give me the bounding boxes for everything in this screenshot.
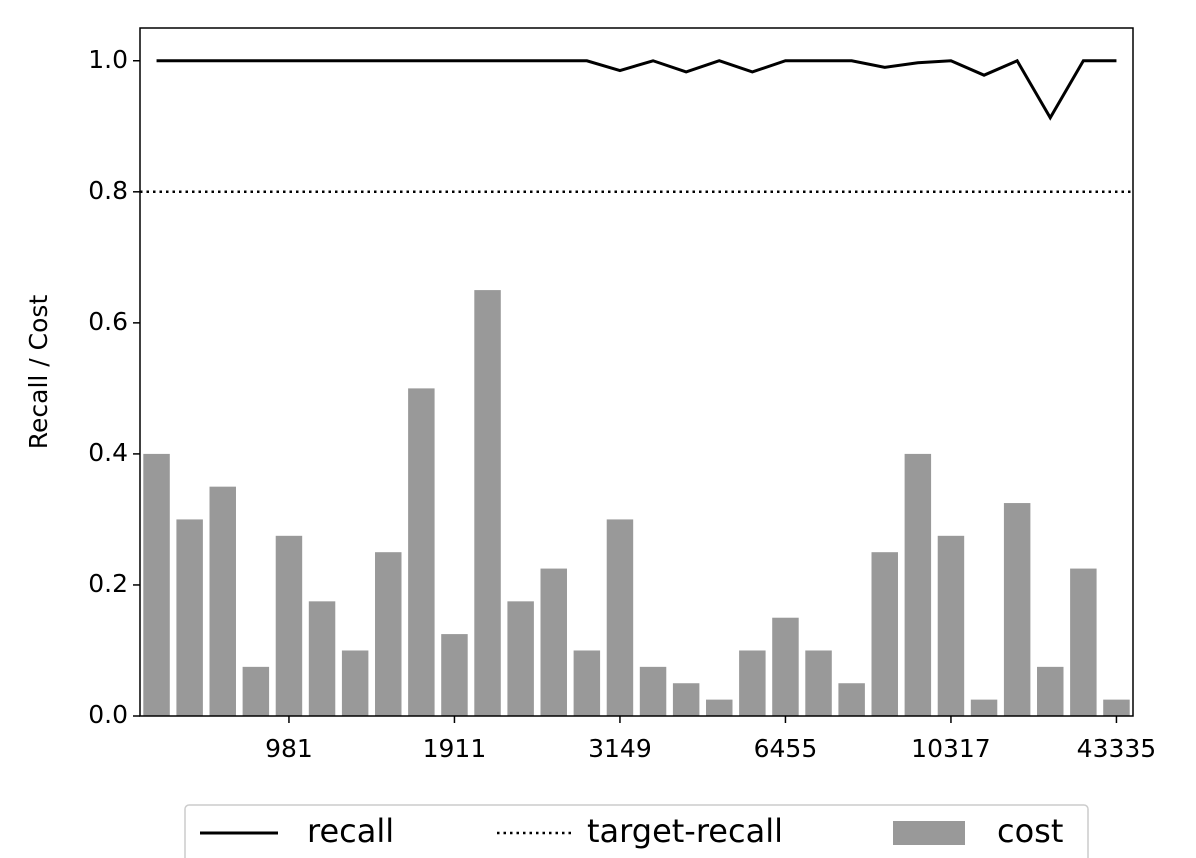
bar <box>706 699 733 716</box>
y-tick-label: 0.0 <box>88 700 128 729</box>
bar <box>341 650 369 716</box>
bar <box>1037 666 1064 716</box>
bar <box>937 535 965 716</box>
bar <box>606 519 634 716</box>
bar <box>970 699 998 716</box>
bar <box>838 683 865 716</box>
bar <box>672 683 700 716</box>
x-tick-label: 6455 <box>754 734 818 763</box>
x-tick-label: 43335 <box>1077 734 1157 763</box>
bar <box>474 290 501 716</box>
bar <box>805 650 832 716</box>
bar <box>275 535 303 716</box>
x-tick-label: 1911 <box>423 734 487 763</box>
bar <box>209 486 236 716</box>
bar <box>143 453 170 716</box>
plot-frame <box>139 27 1134 717</box>
bar <box>176 519 203 716</box>
bar <box>507 601 534 716</box>
y-tick-label: 1.0 <box>88 45 128 74</box>
y-axis-label: Recall / Cost <box>24 295 53 450</box>
y-tick-label: 0.6 <box>88 307 128 336</box>
legend-label: recall <box>307 812 394 850</box>
bar <box>1003 503 1031 716</box>
bar <box>772 617 799 716</box>
y-tick-label: 0.4 <box>88 438 128 467</box>
x-tick-label: 981 <box>265 734 313 763</box>
bar <box>871 552 898 716</box>
legend-label: cost <box>997 812 1063 850</box>
x-tick-label: 3149 <box>588 734 652 763</box>
recall-line <box>156 58 1117 121</box>
bar <box>1103 699 1130 716</box>
bar <box>1070 568 1097 716</box>
bar <box>904 453 932 716</box>
bar <box>739 650 766 716</box>
bar <box>242 666 270 716</box>
legend-label: target-recall <box>587 812 783 850</box>
bar <box>540 568 567 716</box>
y-tick-label: 0.8 <box>88 176 128 205</box>
bar <box>639 666 667 716</box>
x-tick-label: 10317 <box>911 734 991 763</box>
y-tick-label: 0.2 <box>88 569 128 598</box>
bar <box>408 388 435 716</box>
bar <box>375 552 402 716</box>
legend-box <box>184 804 1089 858</box>
legend-swatch <box>893 821 965 845</box>
bar <box>573 650 601 716</box>
bar <box>441 634 468 716</box>
bar <box>308 601 336 716</box>
